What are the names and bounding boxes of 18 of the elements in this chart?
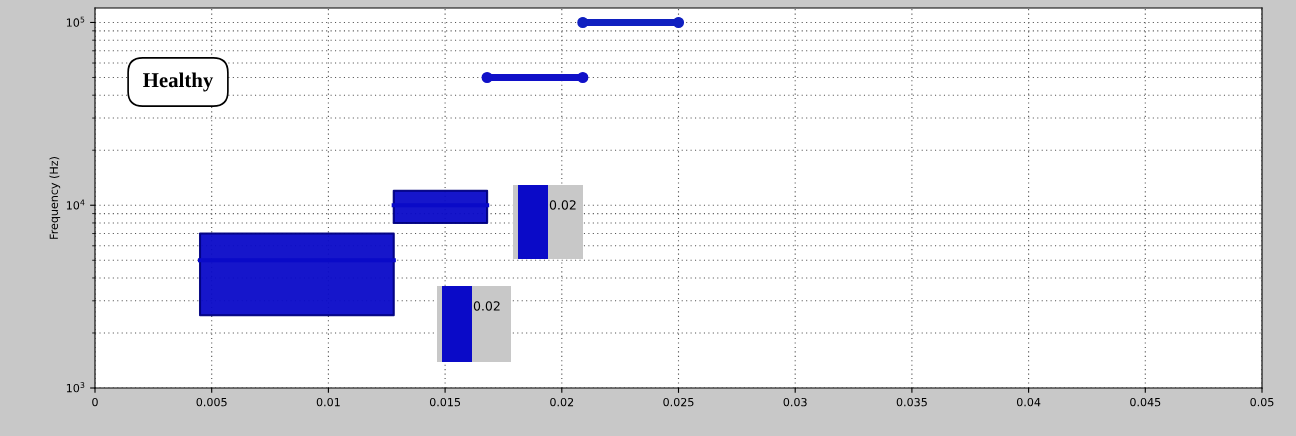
x-tick-label: 0.025 — [663, 397, 694, 407]
x-tick-label: 0.03 — [783, 397, 807, 407]
annotation: Healthy — [143, 72, 214, 92]
y-axis-title: Frequency (Hz) — [49, 157, 61, 239]
y-tick-label: 10$^{3}$ — [66, 382, 85, 393]
x-tick-label: 0.05 — [1250, 397, 1274, 407]
annotation: 0.02 — [549, 200, 576, 210]
x-tick-label: 0.04 — [1016, 397, 1041, 407]
y-tick-label: 10$^{5}$ — [66, 16, 85, 27]
x-tick-label: 0.01 — [316, 397, 340, 407]
x-tick-label: 0.045 — [1130, 397, 1161, 407]
x-tick-label: 0.015 — [429, 397, 461, 407]
x-tick-label: 0.02 — [550, 397, 574, 407]
x-tick-label: 0 — [92, 397, 98, 407]
x-tick-label: 0.005 — [196, 397, 227, 407]
annotation: 0.02 — [473, 301, 500, 311]
y-tick-label: 10$^{4}$ — [66, 199, 85, 210]
x-tick-label: 0.035 — [896, 397, 927, 407]
